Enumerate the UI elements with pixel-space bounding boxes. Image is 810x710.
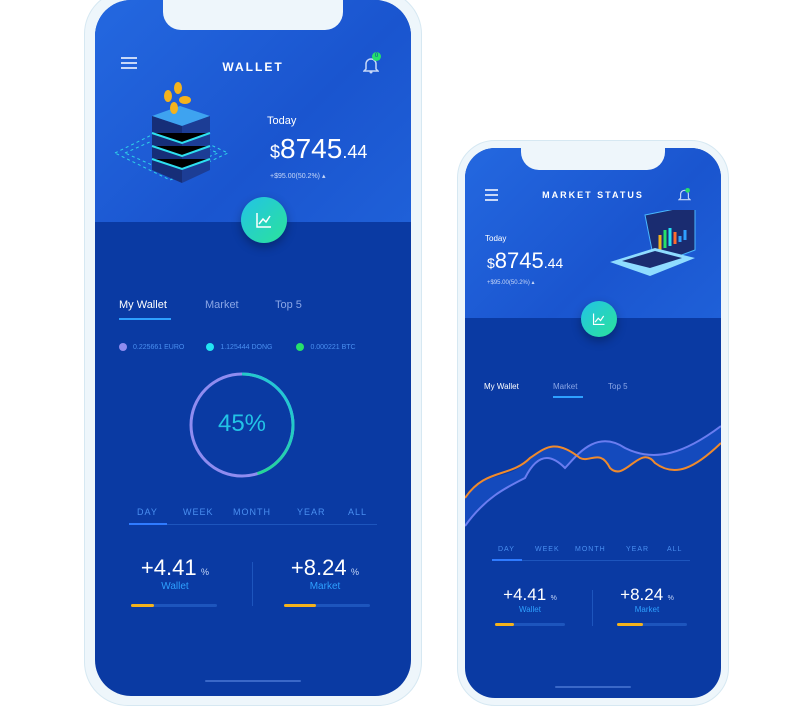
wallet-bar — [131, 604, 217, 607]
balance-euro: 0.225661 EURO — [119, 343, 184, 351]
line-chart-icon — [256, 213, 271, 228]
server-coins-illustration — [113, 82, 230, 183]
progress-label: 45% — [217, 410, 267, 437]
tab-market[interactable]: Market — [553, 382, 578, 391]
range-track — [492, 560, 690, 561]
balance-list: 0.225661 EURO 1.125444 DONG 0.000221 BTC — [119, 343, 356, 351]
market-bar — [284, 604, 370, 607]
stat-divider — [592, 590, 593, 626]
range-month[interactable]: MONTH — [575, 546, 606, 553]
bell-icon[interactable]: 0 — [362, 52, 381, 79]
balance-change: +$95.00(50.2%) ▴ — [270, 173, 326, 180]
tab-my-wallet[interactable]: My Wallet — [119, 299, 167, 311]
range-day[interactable]: DAY — [137, 507, 158, 517]
balance-dong: 1.125444 DONG — [206, 343, 272, 351]
home-indicator — [205, 680, 301, 682]
market-line-chart — [465, 425, 721, 527]
stat-wallet: +4.41 % Wallet — [503, 585, 557, 614]
line-chart-icon — [592, 313, 605, 326]
today-label: Today — [267, 115, 297, 127]
page-title: MARKET STATUS — [542, 190, 644, 200]
range-underline — [129, 523, 167, 525]
bell-icon[interactable] — [677, 188, 692, 207]
range-month[interactable]: MONTH — [233, 507, 271, 517]
page-title: WALLET — [222, 60, 284, 74]
tab-underline — [553, 396, 583, 398]
stat-divider — [252, 562, 253, 606]
tab-top5[interactable]: Top 5 — [608, 382, 628, 391]
balance-change: +$95.00(50.2%) ▴ — [487, 280, 535, 286]
wallet-header — [95, 0, 411, 222]
chart-button[interactable] — [241, 197, 287, 243]
notification-badge: 0 — [372, 52, 381, 61]
notch — [521, 148, 665, 170]
today-label: Today — [485, 234, 507, 243]
stat-market: +8.24 % Market — [620, 585, 674, 614]
chart-button[interactable] — [581, 301, 617, 337]
market-bar — [617, 623, 687, 626]
wallet-bar — [495, 623, 565, 626]
menu-icon[interactable] — [121, 57, 137, 72]
range-week[interactable]: WEEK — [535, 546, 560, 553]
market-screen: MARKET STATUS Today $8745.44 +$95.00(50.… — [465, 148, 721, 698]
notch — [163, 0, 343, 30]
range-year[interactable]: YEAR — [626, 546, 650, 553]
balance-amount: $8745.44 — [487, 248, 564, 273]
wallet-screen: WALLET 0 Today $8745.44 +$95.00(50.2%) ▴… — [95, 0, 411, 696]
stat-wallet: +4.41 % Wallet — [140, 555, 210, 592]
range-day[interactable]: DAY — [498, 546, 515, 553]
home-indicator — [555, 686, 631, 688]
range-underline — [492, 559, 522, 561]
balance-btc: 0.000221 BTC — [296, 343, 356, 351]
range-all[interactable]: ALL — [667, 546, 683, 553]
menu-icon[interactable] — [485, 189, 498, 204]
range-all[interactable]: ALL — [348, 507, 368, 517]
tab-underline — [119, 318, 171, 320]
tab-my-wallet[interactable]: My Wallet — [484, 382, 519, 391]
tab-top5[interactable]: Top 5 — [275, 299, 302, 311]
laptop-illustration — [610, 210, 696, 276]
range-track — [129, 524, 377, 525]
range-year[interactable]: YEAR — [297, 507, 326, 517]
series-blue-line — [465, 425, 721, 527]
balance-amount: $8745.44 — [270, 133, 368, 164]
range-week[interactable]: WEEK — [183, 507, 214, 517]
stat-market: +8.24 % Market — [290, 555, 360, 592]
progress-ring — [189, 372, 295, 478]
series-orange-line — [465, 442, 721, 499]
tab-market[interactable]: Market — [205, 299, 239, 311]
